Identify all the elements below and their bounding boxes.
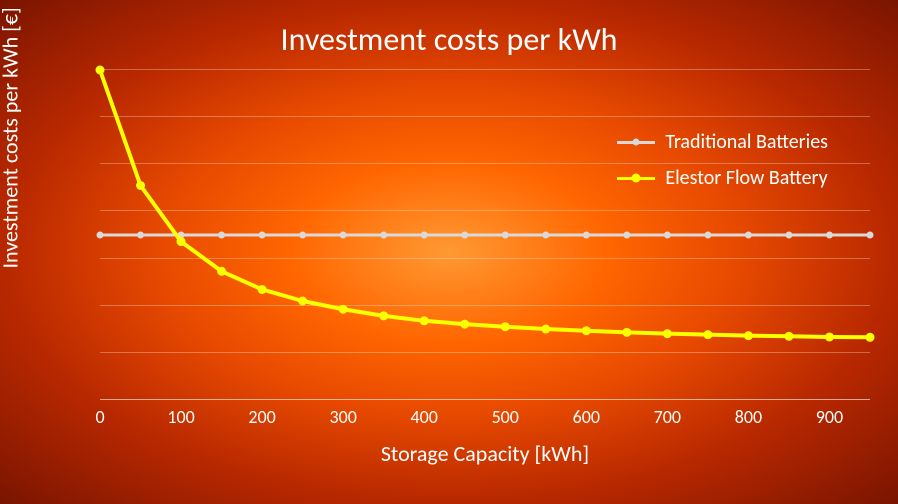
x-tick-label: 0 [95, 406, 104, 428]
x-axis-label: Storage Capacity [kWh] [100, 440, 870, 467]
x-tick-label: 100 [167, 406, 194, 428]
plot-area [100, 70, 870, 400]
chart-title: Investment costs per kWh [0, 20, 898, 59]
x-tick-label: 700 [654, 406, 681, 428]
x-tick-label: 900 [816, 406, 843, 428]
series-elestor-flow-battery [100, 70, 870, 400]
chart-container: Investment costs per kWh Investment cost… [0, 0, 898, 504]
x-tick-label: 300 [329, 406, 356, 428]
x-tick-label: 800 [735, 406, 762, 428]
legend: Traditional Batteries Elestor Flow Batter… [617, 130, 828, 202]
legend-marker-icon [633, 139, 640, 146]
legend-item: Elestor Flow Battery [617, 166, 828, 190]
legend-label: Traditional Batteries [665, 130, 828, 154]
x-tick-label: 500 [492, 406, 519, 428]
legend-line-icon [617, 177, 655, 180]
legend-label: Elestor Flow Battery [665, 166, 827, 190]
y-axis-label: Investment costs per kWh [€] [0, 229, 24, 269]
legend-item: Traditional Batteries [617, 130, 828, 154]
x-tick-label: 200 [248, 406, 275, 428]
legend-line-icon [617, 141, 655, 144]
legend-marker-icon [632, 174, 641, 183]
x-tick-label: 400 [411, 406, 438, 428]
x-tick-label: 600 [573, 406, 600, 428]
